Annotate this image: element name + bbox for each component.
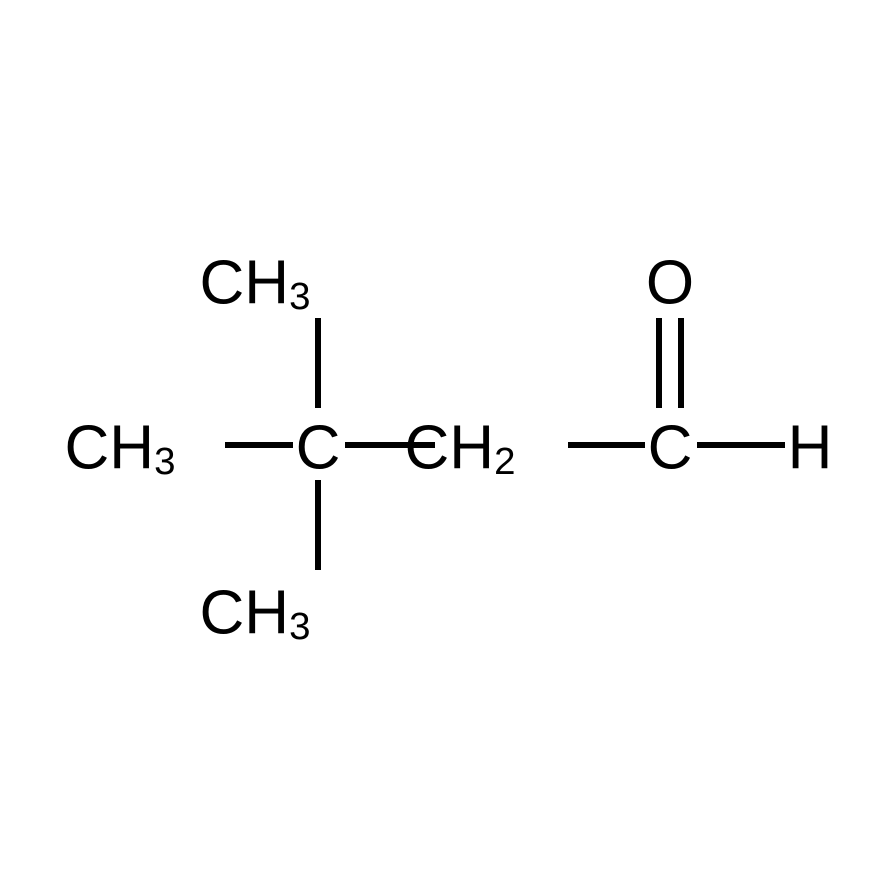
atom-main-text: O [646,249,694,318]
atom-c_carbonyl: C [648,414,693,483]
atom-o_top: O [646,249,694,318]
atom-main-text: CH [200,579,290,648]
atom-main-text: C [648,414,693,483]
atoms-group: CH3CH3CH3CCH2COH [65,249,833,648]
atom-main-text: CH [405,414,495,483]
atom-main-text: H [788,414,833,483]
atom-main-text: CH [200,249,290,318]
atom-ch2: CH2 [405,414,516,483]
atom-ch3_left: CH3 [65,414,176,483]
chemical-structure-diagram: CH3CH3CH3CCH2COH [0,0,890,890]
atom-ch3_bottom: CH3 [200,579,311,648]
atom-h_right: H [788,414,833,483]
atom-subscript: 3 [289,605,310,648]
atom-main-text: CH [65,414,155,483]
atom-main-text: C [296,414,341,483]
atom-subscript: 2 [494,440,515,483]
atom-ch3_top: CH3 [200,249,311,318]
atom-subscript: 3 [154,440,175,483]
atom-subscript: 3 [289,275,310,318]
atom-c_center: C [296,414,341,483]
